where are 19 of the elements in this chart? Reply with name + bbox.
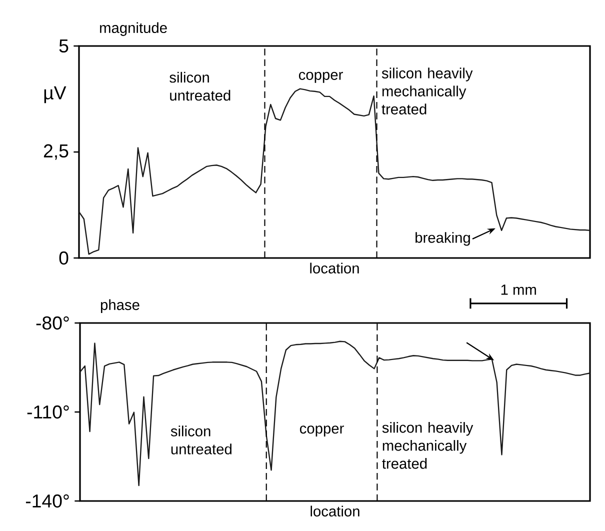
annotation: silicon heavily mechanically treated: [382, 422, 474, 469]
annotation: copper: [300, 426, 344, 437]
y-tick-label: 0: [59, 251, 68, 265]
chart-title: phase: [100, 299, 140, 313]
chart-title: magnitude: [100, 22, 167, 36]
annotation: breaking: [416, 232, 470, 246]
x-axis-title: location: [310, 262, 359, 274]
annotation: silicon untreated: [170, 426, 232, 454]
annotation: silicon heavily mechanically treated: [382, 68, 473, 114]
x-axis-title: location: [310, 506, 360, 516]
y-tick-label: -80°: [36, 316, 69, 330]
y-tick-label: -110°: [27, 405, 69, 419]
y-tick-label: 5: [59, 39, 68, 53]
annotation: silicon untreated: [170, 72, 230, 101]
y-tick-label: -140°: [26, 494, 69, 508]
text: 1 mm: [501, 284, 536, 295]
y-axis-title: µV: [44, 86, 66, 104]
y-tick-label: 2,5: [44, 144, 68, 160]
annotation: copper: [298, 72, 343, 83]
